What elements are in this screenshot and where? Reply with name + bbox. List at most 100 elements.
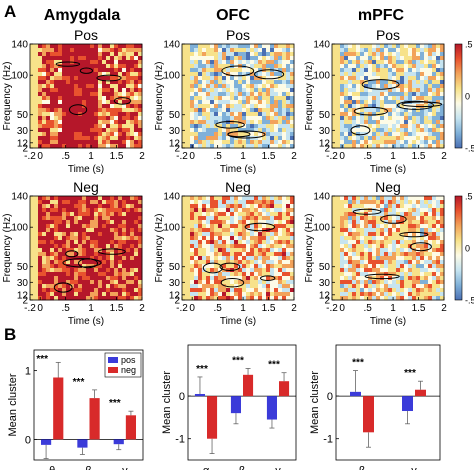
heatmap-cell — [46, 200, 51, 205]
heatmap-cell — [70, 236, 75, 241]
heatmap-cell — [122, 244, 127, 249]
heatmap-cell — [186, 236, 191, 241]
heatmap-cell — [194, 84, 199, 89]
heatmap-cell — [194, 140, 199, 145]
heatmap-cell — [222, 92, 227, 97]
heatmap-cell — [70, 216, 75, 221]
heatmap-cell — [86, 100, 91, 105]
heatmap-cell — [278, 240, 283, 245]
heatmap-cell — [82, 276, 87, 281]
heatmap-cell — [110, 292, 115, 297]
heatmap-cell — [388, 204, 393, 209]
heatmap-cell — [94, 212, 99, 217]
heatmap-cell — [34, 44, 39, 49]
heatmap-cell — [238, 92, 243, 97]
heatmap-cell — [246, 244, 251, 249]
heatmap-cell — [198, 88, 203, 93]
heatmap-cell — [226, 264, 231, 269]
heatmap-cell — [230, 120, 235, 125]
heatmap-cell — [242, 52, 247, 57]
y-axis-label: Mean cluster — [161, 371, 173, 434]
y-tick-label: 2 — [22, 144, 28, 155]
heatmap-cell — [396, 256, 401, 261]
heatmap-cell — [214, 44, 219, 49]
heatmap-cell — [134, 72, 139, 77]
heatmap-cell — [74, 236, 79, 241]
heatmap-cell — [246, 116, 251, 121]
heatmap-cell — [130, 292, 135, 297]
heatmap-cell — [250, 140, 255, 145]
heatmap-cell — [210, 228, 215, 233]
heatmap-cell — [242, 100, 247, 105]
heatmap-cell — [412, 240, 417, 245]
heatmap-cell — [82, 48, 87, 53]
heatmap-cell — [190, 268, 195, 273]
heatmap-cell — [206, 264, 211, 269]
heatmap-cell — [130, 264, 135, 269]
heatmap-cell — [66, 92, 71, 97]
heatmap-cell — [336, 244, 341, 249]
heatmap-cell — [380, 196, 385, 201]
heatmap-cell — [90, 244, 95, 249]
heatmap-cell — [138, 104, 143, 109]
heatmap-cell — [122, 100, 127, 105]
heatmap-cell — [440, 268, 445, 273]
heatmap-cell — [286, 76, 291, 81]
heatmap-cell — [214, 68, 219, 73]
heatmap-cell — [234, 216, 239, 221]
heatmap-cell — [106, 112, 111, 117]
heatmap-cell — [126, 292, 131, 297]
heatmap-cell — [282, 212, 287, 217]
heatmap-cell — [114, 224, 119, 229]
heatmap-cell — [66, 48, 71, 53]
heatmap-cell — [34, 52, 39, 57]
heatmap-cell — [376, 264, 381, 269]
heatmap-cell — [388, 56, 393, 61]
heatmap-cell — [290, 100, 295, 105]
heatmap-cell — [118, 80, 123, 85]
heatmap-cell — [198, 80, 203, 85]
heatmap-cell — [262, 132, 267, 137]
heatmap-cell — [420, 96, 425, 101]
heatmap-cell — [242, 84, 247, 89]
heatmap-cell — [78, 116, 83, 121]
heatmap-cell — [66, 252, 71, 257]
heatmap-cell — [392, 212, 397, 217]
heatmap-cell — [282, 76, 287, 81]
heatmap-cell — [218, 108, 223, 113]
heatmap-cell — [194, 96, 199, 101]
y-tick-label: 30 — [169, 126, 181, 137]
heatmap-cell — [270, 248, 275, 253]
heatmap-cell — [238, 196, 243, 201]
heatmap-cell — [230, 136, 235, 141]
colorbar-tick-label: 0 — [465, 244, 470, 254]
heatmap-cell — [262, 92, 267, 97]
heatmap-cell — [114, 288, 119, 293]
heatmap-cell — [34, 252, 39, 257]
heatmap-cell — [222, 80, 227, 85]
heatmap-cell — [404, 200, 409, 205]
heatmap-cell — [46, 268, 51, 273]
heatmap-cell — [138, 204, 143, 209]
heatmap-cell — [106, 232, 111, 237]
heatmap-cell — [376, 204, 381, 209]
heatmap-cell — [66, 288, 71, 293]
heatmap-cell — [62, 204, 67, 209]
heatmap-cell — [210, 124, 215, 129]
heatmap-cell — [238, 140, 243, 145]
heatmap-cell — [66, 284, 71, 289]
heatmap-cell — [138, 244, 143, 249]
heatmap-cell — [62, 296, 67, 301]
heatmap-cell — [282, 132, 287, 137]
heatmap-cell — [290, 288, 295, 293]
heatmap-cell — [194, 100, 199, 105]
heatmap-cell — [416, 48, 421, 53]
heatmap-cell — [234, 80, 239, 85]
heatmap-cell — [348, 216, 353, 221]
heatmap-cell — [194, 60, 199, 65]
heatmap-cell — [440, 240, 445, 245]
heatmap-cell — [344, 196, 349, 201]
heatmap-cell — [234, 52, 239, 57]
heatmap-cell — [286, 284, 291, 289]
heatmap-cell — [34, 76, 39, 81]
